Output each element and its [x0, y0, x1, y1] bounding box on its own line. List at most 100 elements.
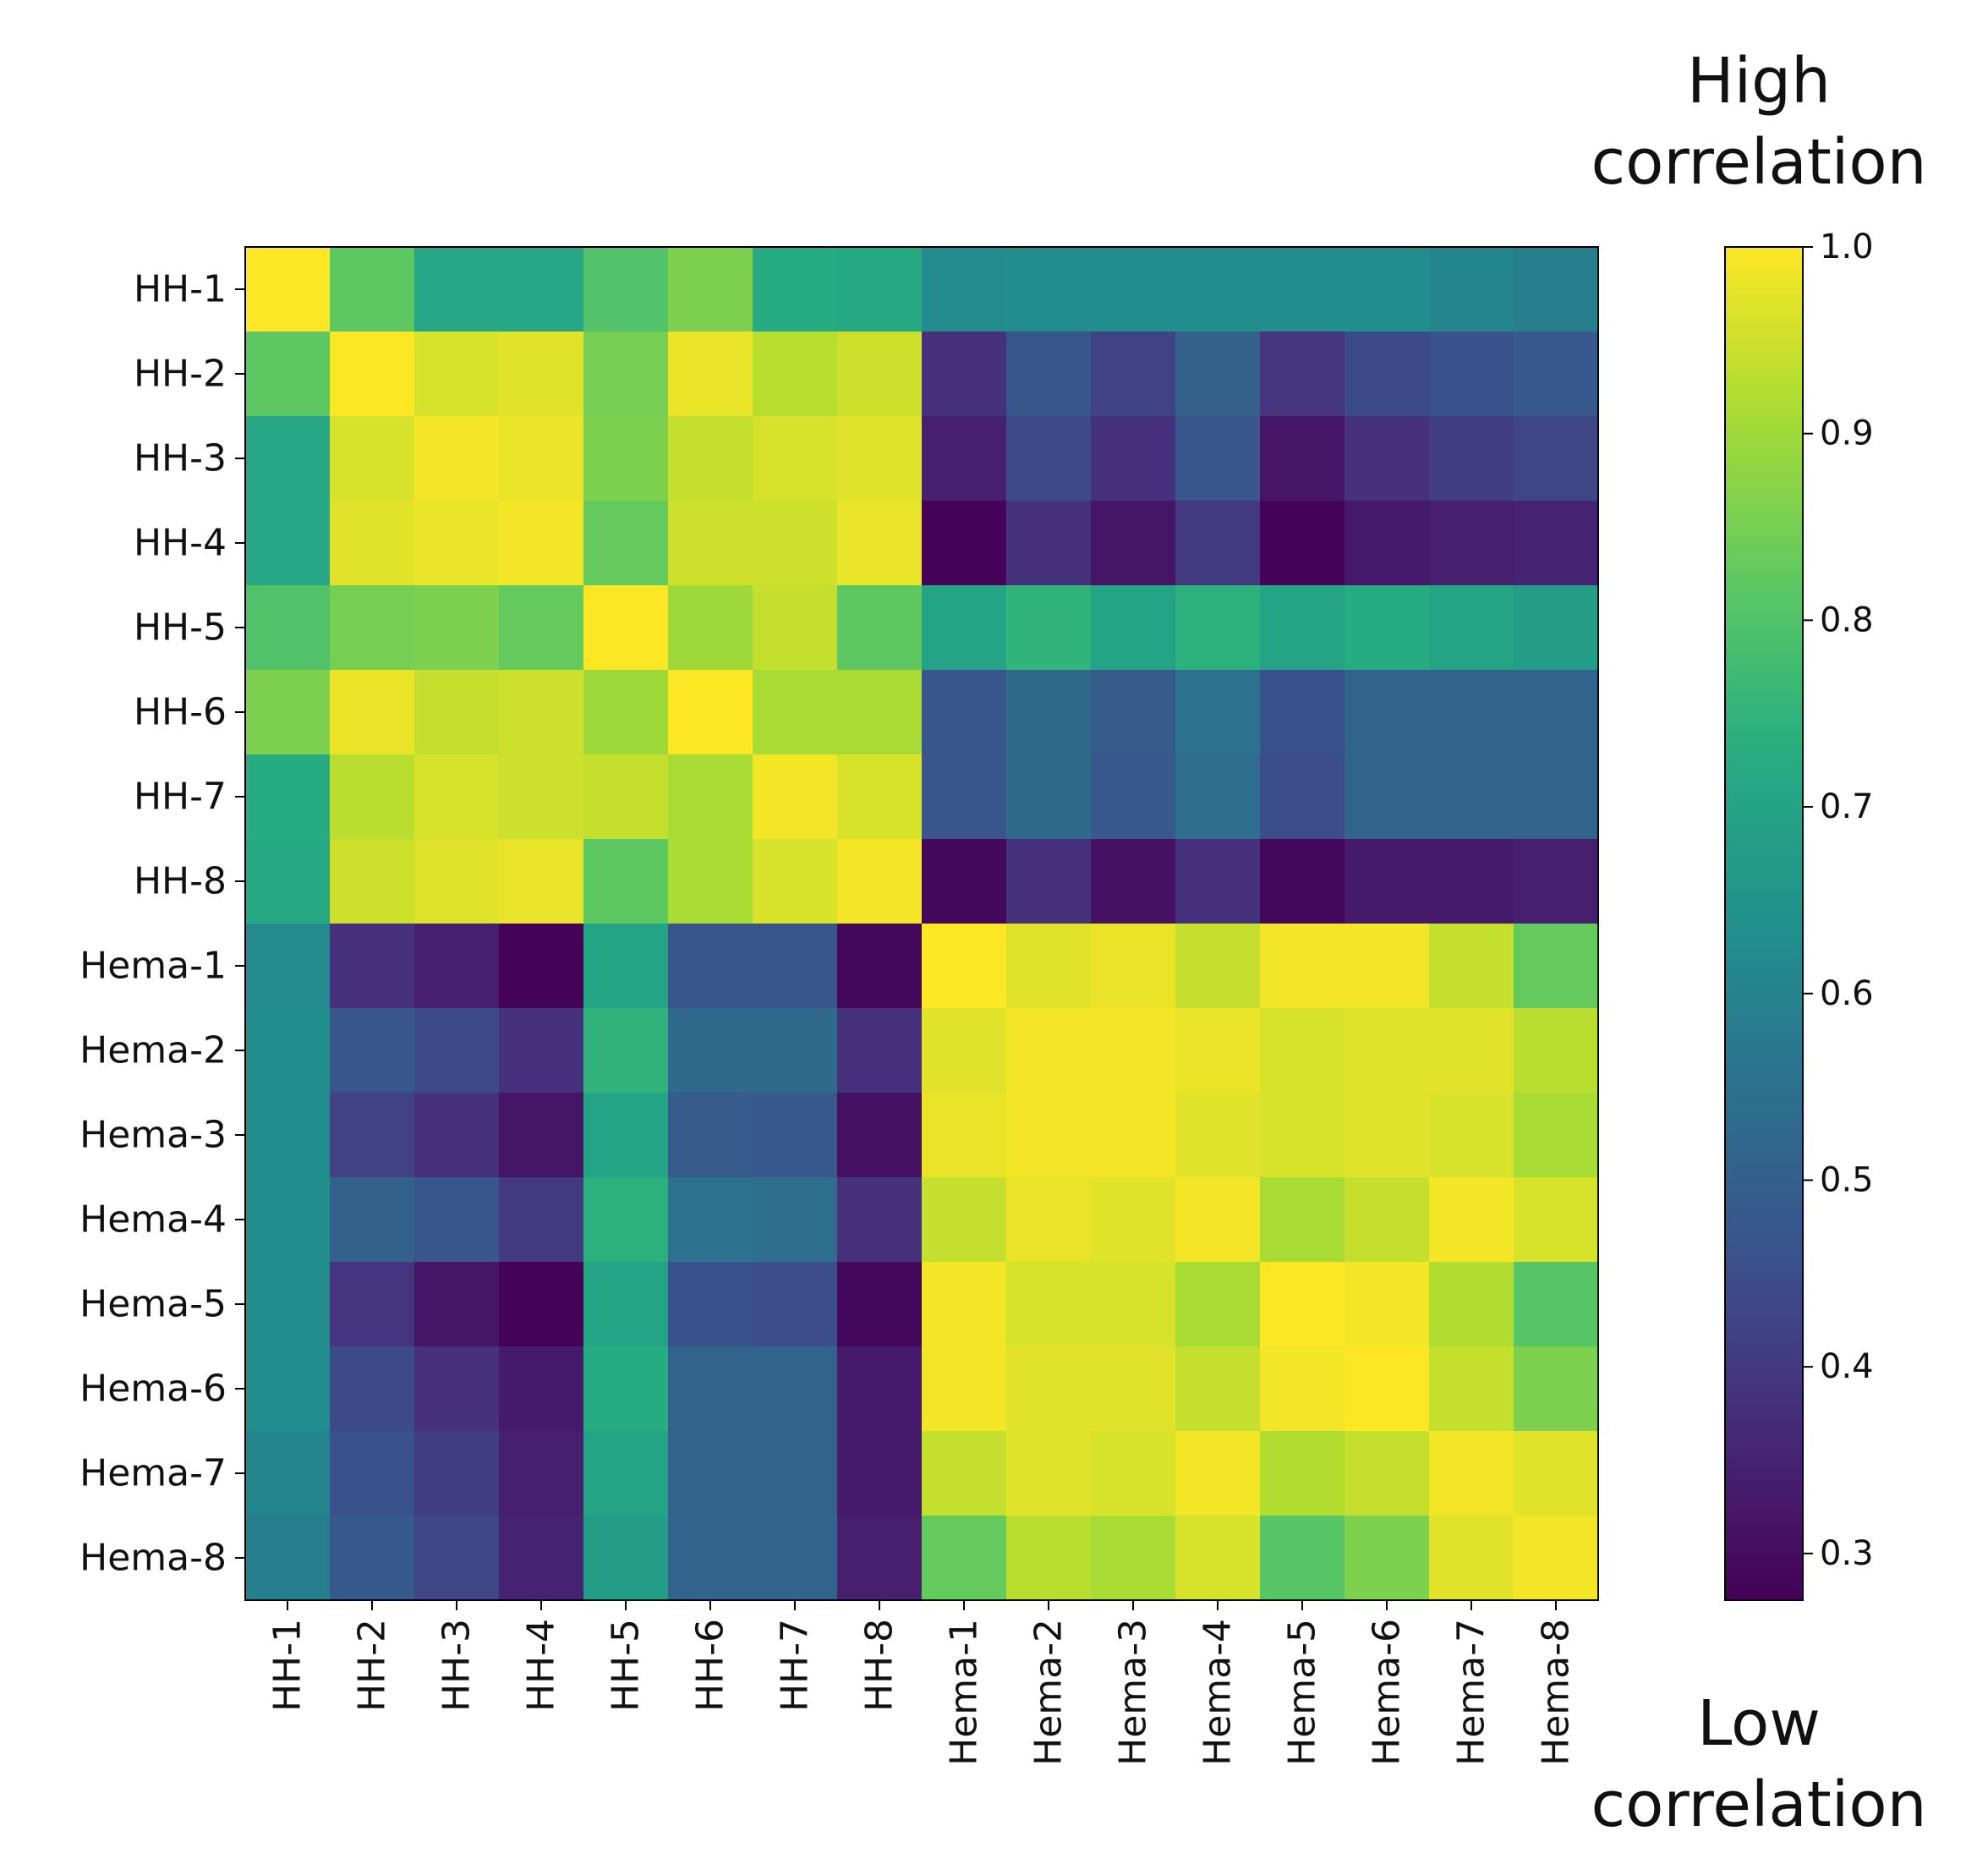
heatmap-cell: [1260, 754, 1345, 840]
heatmap-cell: [583, 1177, 669, 1263]
heatmap-cell: [1514, 501, 1599, 586]
heatmap-cell: [922, 670, 1007, 755]
heatmap-cell: [1175, 1516, 1261, 1601]
heatmap-cell: [1260, 670, 1345, 755]
heatmap-cell: [1260, 585, 1345, 671]
heatmap-cell: [1345, 1431, 1430, 1516]
heatmap-cell: [245, 754, 331, 840]
heatmap-cell: [1345, 1177, 1430, 1263]
heatmap-cell: [414, 924, 500, 1009]
heatmap-cell: [922, 1516, 1007, 1601]
row-label: Hema-2: [79, 1029, 227, 1072]
heatmap-cell: [245, 1346, 331, 1432]
heatmap-cell: [1429, 501, 1514, 586]
heatmap-cell: [330, 670, 415, 755]
heatmap-cell: [583, 754, 669, 840]
heatmap-cell: [583, 1093, 669, 1178]
heatmap-cell: [1175, 670, 1261, 755]
heatmap-cell: [583, 416, 669, 502]
heatmap-cell: [1175, 1008, 1261, 1094]
heatmap-cell: [1091, 670, 1176, 755]
heatmap-cell: [753, 1008, 838, 1094]
column-labels: HH-1 HH-2 HH-3 HH-4 HH-5 HH-6 HH-7 HH-8 Hema-1 He…: [266, 1600, 1578, 1766]
heatmap-cell: [922, 585, 1007, 671]
heatmap-cell: [1091, 416, 1176, 502]
heatmap-cell: [668, 924, 753, 1009]
heatmap-cell: [1514, 1431, 1599, 1516]
col-label: Hema-3: [1112, 1619, 1155, 1766]
heatmap-cell: [1514, 1516, 1599, 1601]
row-label: Hema-4: [79, 1198, 227, 1242]
heatmap-cell: [753, 585, 838, 671]
heatmap-cell: [1260, 1431, 1345, 1516]
heatmap-cell: [1429, 1346, 1514, 1432]
heatmap-cell: [1006, 416, 1092, 502]
heatmap-cell: [1091, 247, 1176, 332]
heatmap-cell: [1091, 1093, 1176, 1178]
row-label: Hema-3: [79, 1114, 227, 1157]
heatmap-cell: [499, 501, 584, 586]
heatmap-cell: [1345, 924, 1430, 1009]
heatmap-cell: [753, 247, 838, 332]
col-label: HH-6: [689, 1619, 732, 1712]
heatmap-cell: [583, 247, 669, 332]
heatmap-cell: [414, 1516, 500, 1601]
heatmap-cell: [753, 924, 838, 1009]
heatmap-cell: [668, 1008, 753, 1094]
heatmap-cell: [922, 247, 1007, 332]
high-annotation-line1: High: [1686, 45, 1832, 118]
heatmap-cell: [668, 839, 753, 924]
row-label: HH-1: [134, 268, 227, 311]
heatmap-cell: [330, 1346, 415, 1432]
row-label: HH-7: [134, 776, 227, 819]
heatmap-cell: [1091, 1262, 1176, 1347]
heatmap-cell: [1345, 1516, 1430, 1601]
col-label: Hema-5: [1281, 1619, 1324, 1766]
heatmap-cell: [245, 670, 331, 755]
heatmap-cell: [245, 1093, 331, 1178]
colorbar: 1.0 0.9 0.8 0.7 0.6 0.5 0.4 0.3: [1724, 228, 1874, 1601]
heatmap-cell: [837, 585, 923, 671]
row-labels: HH-1 HH-2 HH-3 HH-4 HH-5 HH-6 HH-7 HH-8 Hema-1 He…: [79, 268, 245, 1580]
heatmap-cell: [837, 1262, 923, 1347]
heatmap-cell: [499, 1431, 584, 1516]
colorbar-tick-label: 0.4: [1820, 1347, 1874, 1386]
heatmap-cell: [330, 501, 415, 586]
heatmap-cell: [1006, 501, 1092, 586]
heatmap-cell: [1260, 1262, 1345, 1347]
col-label: Hema-1: [943, 1619, 986, 1766]
heatmap-cell: [1514, 247, 1599, 332]
heatmap-cell: [668, 1346, 753, 1432]
row-label: HH-8: [134, 860, 227, 903]
heatmap-cell: [1429, 1516, 1514, 1601]
heatmap-cell: [414, 1262, 500, 1347]
heatmap-cell: [1091, 1008, 1176, 1094]
heatmap-cell: [1514, 924, 1599, 1009]
heatmap-cell: [1091, 501, 1176, 586]
row-label: Hema-6: [79, 1368, 227, 1411]
heatmap-cell: [583, 332, 669, 417]
heatmap-cell: [330, 332, 415, 417]
heatmap-cell: [1260, 1093, 1345, 1178]
heatmap-cell: [1345, 1008, 1430, 1094]
heatmap-cell: [499, 416, 584, 502]
heatmap-cell: [1006, 1008, 1092, 1094]
heatmap-cell: [753, 1177, 838, 1263]
heatmap-cell: [499, 1262, 584, 1347]
heatmap-cell: [668, 332, 753, 417]
heatmap-cell: [1260, 1008, 1345, 1094]
heatmap-cell: [753, 1093, 838, 1178]
heatmap-cell: [1260, 332, 1345, 417]
col-label: Hema-2: [1027, 1619, 1071, 1766]
heatmap-cell: [330, 416, 415, 502]
heatmap-cell: [583, 1431, 669, 1516]
heatmap-cell: [1429, 1177, 1514, 1263]
heatmap-cell: [414, 670, 500, 755]
heatmap-cell: [414, 1008, 500, 1094]
heatmap-cell: [1514, 839, 1599, 924]
colorbar-tick-label: 0.3: [1820, 1534, 1874, 1573]
heatmap-cell: [922, 924, 1007, 1009]
heatmap-cell: [499, 670, 584, 755]
heatmap-cell: [668, 416, 753, 502]
